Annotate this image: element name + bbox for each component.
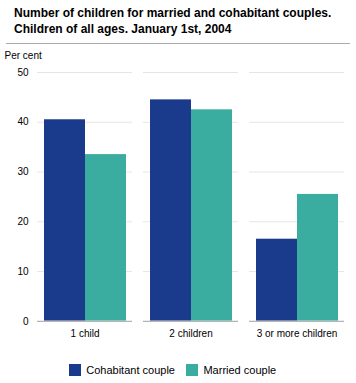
svg-text:50: 50 [17, 67, 29, 78]
html-text:Number of children for married: Number of children for married and cohab… [14, 6, 332, 36]
svg-text:3 or more children: 3 or more children [257, 329, 338, 340]
svg-text:Per cent: Per cent [5, 50, 42, 61]
svg-text:30: 30 [17, 166, 29, 177]
svg-text:40: 40 [17, 117, 29, 128]
html-text:Cohabitant couple: Cohabitant couple [86, 363, 175, 376]
html-text:Married couple: Married couple [203, 363, 277, 376]
svg-text:20: 20 [17, 216, 29, 227]
svg-text:0: 0 [23, 316, 29, 327]
svg-text:1 child: 1 child [71, 329, 100, 340]
svg-text:2 children: 2 children [169, 329, 212, 340]
svg-text:10: 10 [17, 266, 29, 277]
